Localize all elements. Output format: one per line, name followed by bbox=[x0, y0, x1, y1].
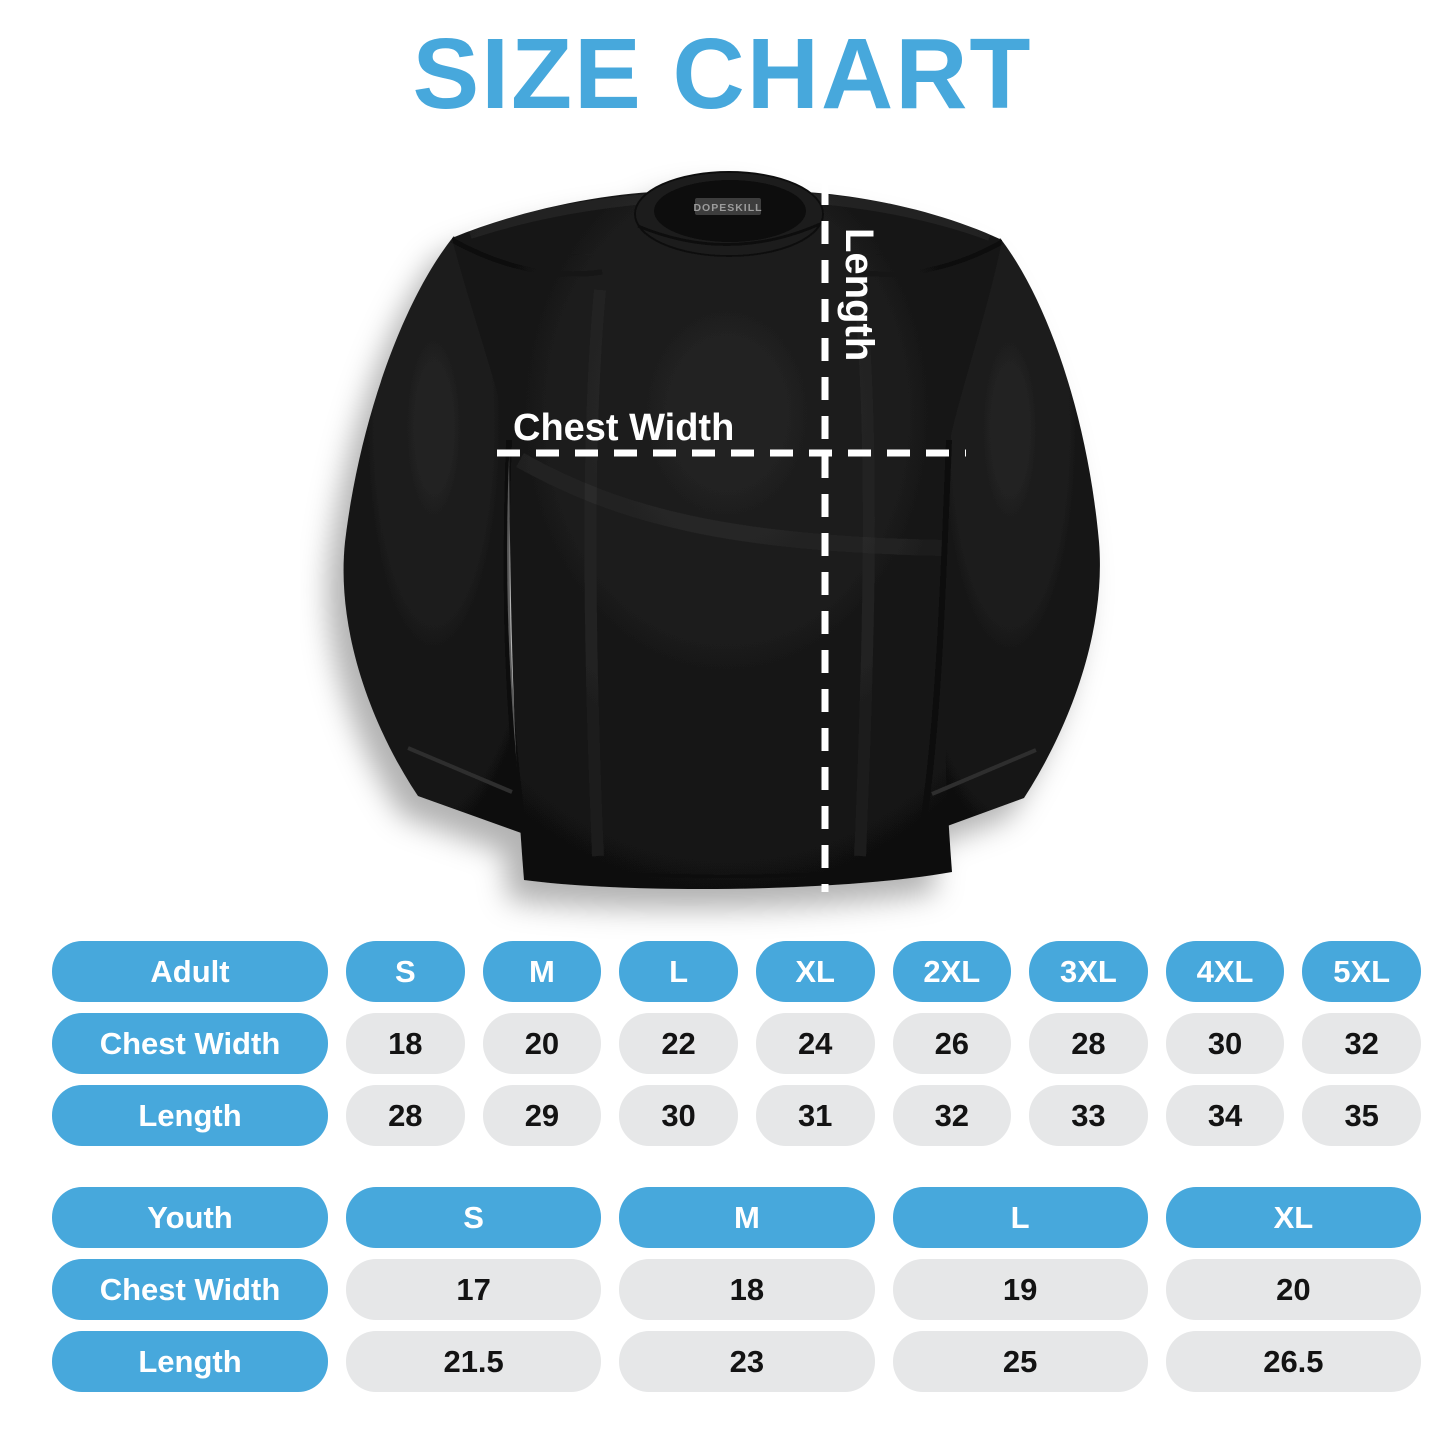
chest-width-label: Chest Width bbox=[513, 407, 734, 449]
measurement-value-cell: 26.5 bbox=[1165, 1331, 1421, 1392]
size-header-cell: L bbox=[892, 1187, 1148, 1248]
adult-size-table: Adult S M L XL 2XL 3XL 4XL 5XL Chest Width 18 20 22 2… bbox=[52, 941, 1421, 1146]
measurement-value-cell: 24 bbox=[755, 1013, 875, 1074]
row-label-cell: Chest Width bbox=[52, 1013, 328, 1074]
measurement-value-cell: 32 bbox=[1302, 1013, 1421, 1074]
armhole-seam bbox=[450, 237, 603, 277]
shirt-illustration: DOPESKILL bbox=[343, 171, 1100, 890]
measurement-value-cell: 32 bbox=[892, 1085, 1012, 1146]
wrinkle-highlight bbox=[854, 289, 875, 857]
size-header-cell: 4XL bbox=[1165, 941, 1285, 1002]
row-label-cell: Length bbox=[52, 1085, 328, 1146]
measurement-value-cell: 26 bbox=[892, 1013, 1012, 1074]
armhole-seam bbox=[855, 239, 1004, 277]
measurement-value-cell: 25 bbox=[892, 1331, 1148, 1392]
measurement-value-cell: 28 bbox=[1029, 1013, 1148, 1074]
body-side-crease bbox=[919, 439, 952, 835]
youth-size-table: Youth S M L XL Chest Width 17 18 19 20 Length 21.5 2… bbox=[52, 1187, 1421, 1392]
wrinkle-highlight bbox=[584, 289, 606, 857]
measurement-value-cell: 21.5 bbox=[346, 1331, 602, 1392]
size-header-cell: XL bbox=[1165, 1187, 1421, 1248]
measurement-value-cell: 20 bbox=[1165, 1259, 1421, 1320]
size-header-cell: S bbox=[346, 941, 465, 1002]
right-cuff-seam bbox=[931, 748, 1037, 796]
brand-tag bbox=[695, 198, 761, 215]
measurement-value-cell: 34 bbox=[1165, 1085, 1285, 1146]
size-header-cell: L bbox=[619, 941, 738, 1002]
size-header-cell: M bbox=[619, 1187, 875, 1248]
measurement-value-cell: 35 bbox=[1302, 1085, 1421, 1146]
shirt-body bbox=[452, 189, 1002, 890]
size-header-cell: 5XL bbox=[1302, 941, 1421, 1002]
measurement-value-cell: 20 bbox=[482, 1013, 602, 1074]
size-header-cell: M bbox=[482, 941, 602, 1002]
measurement-value-cell: 31 bbox=[755, 1085, 875, 1146]
body-side-crease bbox=[503, 439, 527, 833]
measurement-value-cell: 19 bbox=[892, 1259, 1148, 1320]
size-header-cell: S bbox=[346, 1187, 602, 1248]
size-header-cell: 3XL bbox=[1029, 941, 1148, 1002]
measurement-value-cell: 28 bbox=[346, 1085, 465, 1146]
group-label-cell: Adult bbox=[52, 941, 328, 1002]
group-label-cell: Youth bbox=[52, 1187, 328, 1248]
measurement-value-cell: 33 bbox=[1029, 1085, 1148, 1146]
measurement-value-cell: 30 bbox=[619, 1085, 738, 1146]
measurement-value-cell: 18 bbox=[346, 1013, 465, 1074]
row-label-cell: Length bbox=[52, 1331, 328, 1392]
shirt-diagram: DOPESKILL Chest Width Length bbox=[300, 150, 1160, 940]
shirt-right-sleeve bbox=[920, 238, 1100, 836]
size-tables: Adult S M L XL 2XL 3XL 4XL 5XL Chest Width 18 20 22 2… bbox=[52, 941, 1421, 1392]
size-header-cell: 2XL bbox=[892, 941, 1012, 1002]
left-cuff-seam bbox=[407, 746, 513, 794]
collar-stitch bbox=[637, 222, 821, 246]
row-label-cell: Chest Width bbox=[52, 1259, 328, 1320]
measurement-value-cell: 18 bbox=[619, 1259, 875, 1320]
length-label: Length bbox=[837, 228, 881, 361]
brand-tag-label: DOPESKILL bbox=[693, 202, 762, 214]
page-title: SIZE CHART bbox=[412, 18, 1033, 130]
hem-seam bbox=[527, 856, 949, 878]
measurement-value-cell: 29 bbox=[482, 1085, 602, 1146]
size-header-cell: XL bbox=[755, 941, 875, 1002]
measurement-value-cell: 22 bbox=[619, 1013, 738, 1074]
measurement-value-cell: 30 bbox=[1165, 1013, 1285, 1074]
shirt-left-sleeve bbox=[343, 236, 524, 834]
measurement-value-cell: 23 bbox=[619, 1331, 875, 1392]
measurement-value-cell: 17 bbox=[346, 1259, 602, 1320]
